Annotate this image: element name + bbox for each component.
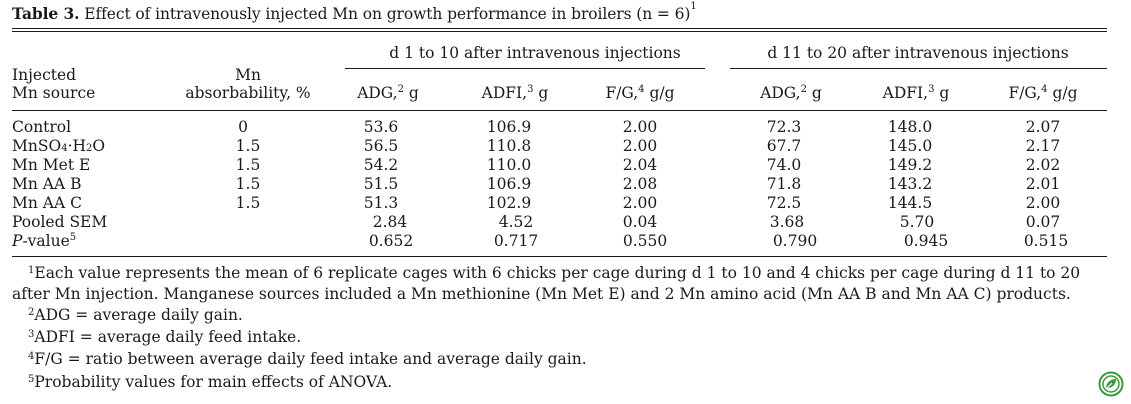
- row-value: 67.7: [766, 137, 802, 155]
- row-value: 145.0: [887, 137, 933, 155]
- row-value: 102.9: [486, 194, 532, 212]
- group-rule-2: [730, 68, 1107, 69]
- row-source: P-value5: [12, 232, 77, 250]
- group-header-d1-10: d 1 to 10 after intravenous injections: [389, 44, 681, 62]
- row-abs: 1.5: [235, 175, 261, 193]
- row-value: 106.9: [486, 175, 532, 193]
- row-value: 2.01: [1025, 175, 1061, 193]
- row-value: 2.02: [1025, 156, 1061, 174]
- row-value: 110.8: [486, 137, 532, 155]
- row-value: 2.04: [622, 156, 658, 174]
- row-value: 71.8: [766, 175, 802, 193]
- row-value: 2.08: [622, 175, 658, 193]
- row-value: 2.00: [622, 137, 658, 155]
- leaf-logo-icon[interactable]: [1098, 371, 1124, 397]
- group-header-d11-20: d 11 to 20 after intravenous injections: [767, 44, 1069, 62]
- row-value: 0.945: [903, 232, 949, 250]
- row-source: Mn Met E: [12, 156, 91, 174]
- row-value: 148.0: [887, 118, 933, 136]
- row-value: 106.9: [486, 118, 532, 136]
- top-rule-1: [12, 28, 1107, 29]
- row-value: 2.00: [1025, 194, 1061, 212]
- row-value: 2.84: [372, 213, 408, 231]
- row-value: 0.07: [1025, 213, 1061, 231]
- footnote-3: 3ADFI = average daily feed intake.: [28, 328, 302, 346]
- row-value: 72.5: [766, 194, 802, 212]
- footnote-5: 5Probability values for main effects of …: [28, 373, 393, 391]
- col-header-adg-1: ADG,2 g: [357, 84, 419, 102]
- row-value: 0.04: [622, 213, 658, 231]
- row-value: 2.07: [1025, 118, 1061, 136]
- row-value: 2.17: [1025, 137, 1061, 155]
- col-header-adfi-2: ADFI,3 g: [882, 84, 950, 102]
- row-value: 144.5: [887, 194, 933, 212]
- footnote-2: 2ADG = average daily gain.: [28, 306, 243, 324]
- row-source: Mn AA B: [12, 175, 82, 193]
- row-value: 3.68: [769, 213, 805, 231]
- row-abs: 1.5: [235, 194, 261, 212]
- col-header-fg-2: F/G,4 g/g: [1008, 84, 1078, 102]
- row-value: 0.717: [493, 232, 539, 250]
- row-value: 2.00: [622, 118, 658, 136]
- row-value: 110.0: [486, 156, 532, 174]
- group-rule-1: [345, 68, 705, 69]
- col-header-source-line1: Injected: [12, 66, 77, 84]
- row-value: 2.00: [622, 194, 658, 212]
- row-source: Pooled SEM: [12, 213, 108, 231]
- col-header-abs-line2: absorbability, %: [185, 84, 311, 102]
- col-header-adg-2: ADG,2 g: [760, 84, 822, 102]
- col-header-adfi-1: ADFI,3 g: [481, 84, 549, 102]
- row-abs: 0: [238, 118, 248, 136]
- row-source: MnSO4·H2O: [12, 137, 106, 155]
- row-value: 53.6: [363, 118, 399, 136]
- header-rule: [12, 110, 1107, 111]
- row-value: 0.550: [622, 232, 668, 250]
- footnote-4: 4F/G = ratio between average daily feed …: [28, 350, 587, 368]
- row-abs: 1.5: [235, 156, 261, 174]
- caption-footnote-mark: 1: [690, 1, 697, 12]
- row-value: 72.3: [766, 118, 802, 136]
- row-value: 74.0: [766, 156, 802, 174]
- bottom-rule: [12, 256, 1107, 257]
- top-rule-2: [12, 31, 1107, 32]
- row-value: 0.790: [772, 232, 818, 250]
- row-value: 51.5: [363, 175, 399, 193]
- row-value: 5.70: [899, 213, 935, 231]
- row-value: 143.2: [887, 175, 933, 193]
- row-abs: 1.5: [235, 137, 261, 155]
- row-source: Control: [12, 118, 72, 136]
- table-title: Effect of intravenously injected Mn on g…: [84, 5, 691, 23]
- row-value: 4.52: [498, 213, 534, 231]
- col-header-abs-line1: Mn: [235, 66, 261, 84]
- table-caption: Table 3. Effect of intravenously injecte…: [12, 1, 697, 23]
- footnote-1: 1Each value represents the mean of 6 rep…: [12, 264, 1081, 303]
- row-value: 149.2: [887, 156, 933, 174]
- row-value: 54.2: [363, 156, 399, 174]
- row-value: 0.652: [368, 232, 414, 250]
- table-label: Table 3.: [12, 4, 80, 23]
- row-value: 51.3: [363, 194, 399, 212]
- col-header-source-line2: Mn source: [12, 84, 96, 102]
- col-header-fg-1: F/G,4 g/g: [605, 84, 675, 102]
- row-value: 56.5: [363, 137, 399, 155]
- row-value: 0.515: [1023, 232, 1069, 250]
- row-source: Mn AA C: [12, 194, 82, 212]
